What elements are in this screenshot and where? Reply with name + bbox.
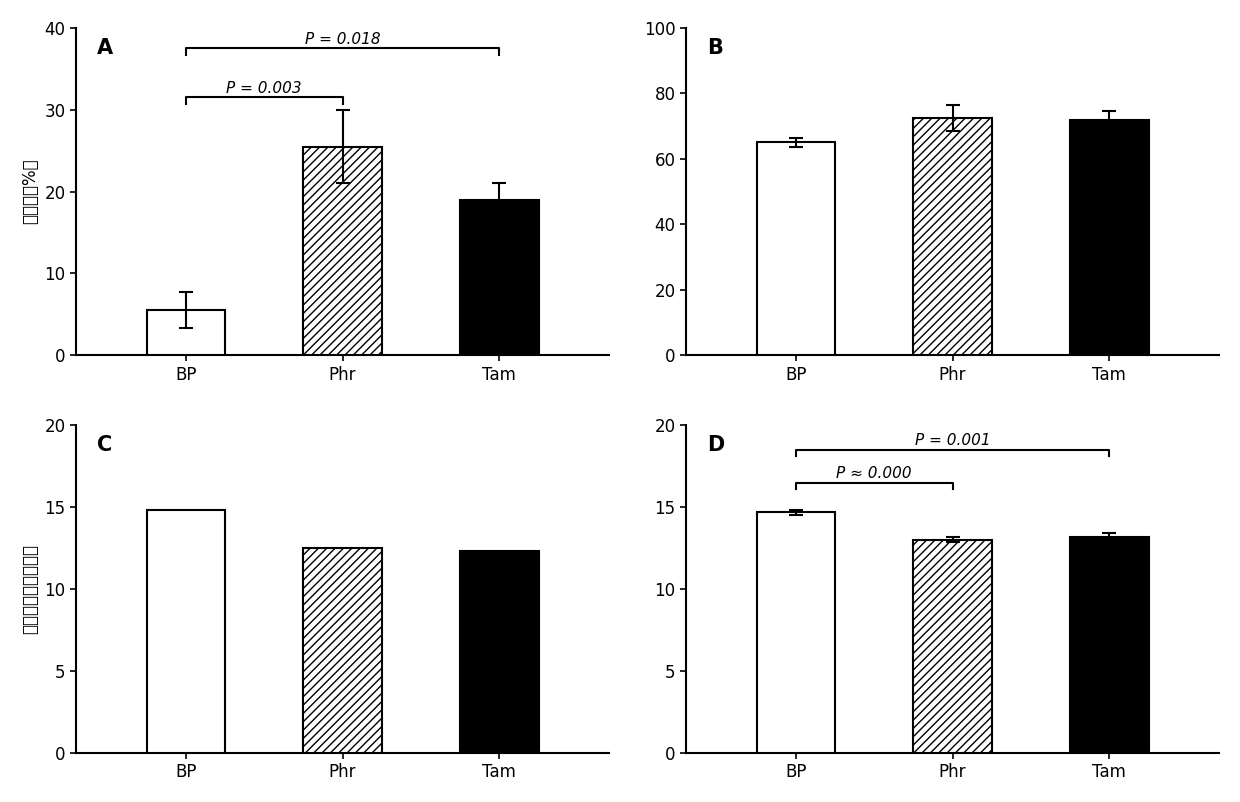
Bar [460,200,538,355]
Bar [756,512,835,753]
Text: A: A [97,38,113,58]
Bar [1070,119,1148,355]
Bar [146,310,224,355]
Bar [460,552,538,753]
Bar [914,118,992,355]
Text: C: C [97,435,113,456]
Text: P = 0.001: P = 0.001 [915,433,991,448]
Y-axis label: 萌发率（%）: 萌发率（%） [21,159,38,225]
Bar [1070,537,1148,753]
Text: P = 0.018: P = 0.018 [305,31,381,47]
Text: P = 0.003: P = 0.003 [227,81,303,95]
Text: P ≈ 0.000: P ≈ 0.000 [836,466,911,481]
Bar [756,143,835,355]
Y-axis label: 平均萌发时间（天）: 平均萌发时间（天） [21,544,38,634]
Text: D: D [707,435,724,456]
Bar [304,147,382,355]
Bar [146,511,224,753]
Bar [304,548,382,753]
Text: B: B [707,38,723,58]
Bar [914,540,992,753]
